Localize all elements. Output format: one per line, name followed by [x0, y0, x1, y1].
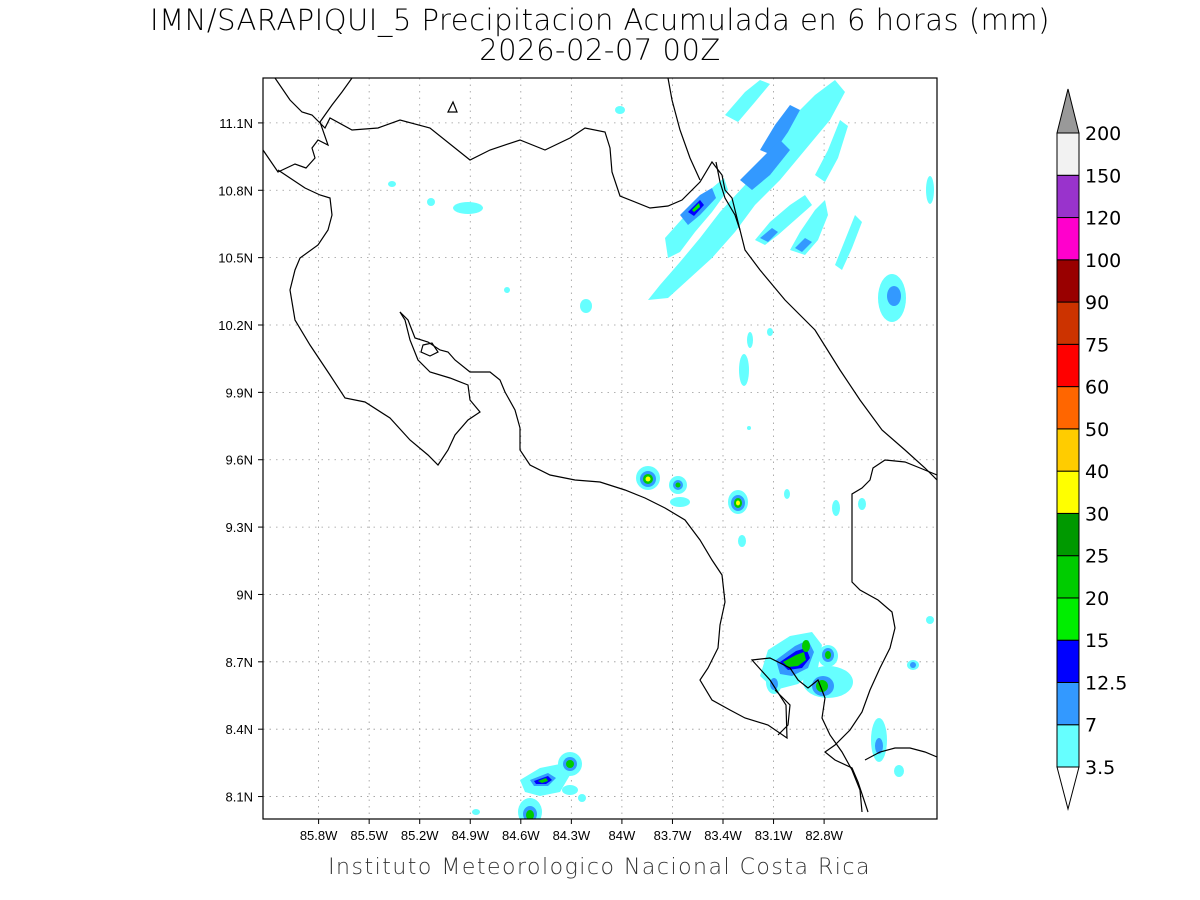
colorbar-label: 200 — [1085, 123, 1121, 145]
colorbar-swatch — [1056, 428, 1080, 472]
lat-tick-label: 10.5N — [218, 251, 253, 266]
colorbar-label: 90 — [1085, 292, 1109, 314]
lat-tick-label: 8.1N — [226, 790, 253, 805]
colorbar-label: 30 — [1085, 503, 1109, 525]
colorbar-label: 75 — [1085, 334, 1109, 356]
map-date: 2026-02-07 00Z — [479, 33, 721, 67]
lat-tick-label: 9.9N — [226, 385, 253, 400]
colorbar-swatch — [1056, 343, 1080, 388]
lon-tick-label: 85.8W — [300, 828, 338, 843]
colorbar-swatch — [1056, 386, 1080, 430]
colorbar: 3.5 7 12.5 15 20 25 30 40 50 60 75 90 100 120 150 200 — [1056, 88, 1127, 811]
colorbar-swatch — [1056, 512, 1080, 557]
colorbar-swatch — [1056, 555, 1080, 599]
panama-coast — [864, 747, 937, 761]
coastlines — [263, 78, 937, 813]
caribbean-coast-panama — [823, 459, 937, 813]
colorbar-swatch — [1056, 597, 1080, 641]
lat-tick-label: 9N — [236, 587, 253, 602]
colorbar-label: 15 — [1085, 630, 1109, 652]
lon-tick-label: 85.5W — [350, 828, 388, 843]
longitude-labels: 85.8W 85.5W 85.2W 84.9W 84.6W 84.3W 84W 83.7W 83… — [300, 819, 844, 843]
lon-tick-label: 83.4W — [704, 828, 742, 843]
nicaragua-coast-east — [667, 78, 701, 181]
colorbar-swatch — [1056, 301, 1080, 345]
colorbar-label: 40 — [1085, 461, 1109, 483]
lon-tick-label: 83.7W — [654, 828, 692, 843]
lake-island — [420, 342, 439, 357]
colorbar-label: 20 — [1085, 588, 1109, 610]
lat-tick-label: 9.3N — [226, 520, 253, 535]
lon-tick-label: 84.9W — [451, 828, 489, 843]
colorbar-label: 7 — [1085, 715, 1097, 737]
colorbar-label: 25 — [1085, 546, 1109, 568]
colorbar-swatch — [1056, 724, 1080, 768]
lon-tick-label: 82.8W — [805, 828, 843, 843]
lon-tick-label: 84.3W — [553, 828, 591, 843]
lat-tick-label: 9.6N — [226, 453, 253, 468]
colorbar-label: 12.5 — [1085, 672, 1127, 694]
colorbar-swatch — [1056, 259, 1080, 303]
colorbar-swatch — [1056, 639, 1080, 683]
lat-tick-label: 11.1N — [219, 116, 253, 131]
pacific-coast-north — [263, 78, 353, 173]
colorbar-swatch — [1056, 470, 1080, 514]
lat-tick-label: 8.7N — [226, 655, 253, 670]
map-title: IMN/SARAPIQUI_5 Precipitacion Acumulada … — [150, 3, 1050, 37]
lon-tick-label: 85.2W — [401, 828, 439, 843]
small-island-north — [447, 100, 458, 113]
lon-tick-label: 83.1W — [755, 828, 793, 843]
colorbar-swatch — [1056, 132, 1080, 176]
lake-nicaragua-coast — [274, 78, 937, 481]
colorbar-swatch — [1056, 681, 1080, 726]
lon-tick-label: 84W — [609, 828, 636, 843]
lat-tick-label: 10.2N — [218, 318, 253, 333]
precip-band-north — [648, 80, 845, 300]
colorbar-label: 3.5 — [1085, 757, 1115, 779]
colorbar-arrow-bottom — [1056, 766, 1080, 811]
lon-tick-label: 84.6W — [502, 828, 540, 843]
colorbar-label: 100 — [1085, 250, 1121, 272]
colorbar-label: 150 — [1085, 165, 1121, 187]
colorbar-label: 60 — [1085, 377, 1109, 399]
colorbar-swatch — [1056, 217, 1080, 261]
gulf-of-nicoya-coast — [399, 311, 863, 813]
nicaragua-inland — [715, 161, 741, 231]
precipitation-cells — [388, 80, 934, 819]
nicoya-coast — [277, 169, 481, 466]
latitude-labels: 11.1N 10.8N 10.5N 10.2N 9.9N 9.6N 9.3N 9N 8.7N 8.… — [218, 116, 263, 805]
colorbar-swatch — [1056, 174, 1080, 219]
colorbar-label: 120 — [1085, 208, 1121, 230]
colorbar-arrow-top — [1056, 88, 1080, 134]
lat-tick-label: 10.8N — [218, 183, 253, 198]
peninsula-osa — [774, 689, 791, 736]
lat-tick-label: 8.4N — [226, 722, 253, 737]
colorbar-label: 50 — [1085, 419, 1109, 441]
map-frame — [262, 77, 938, 820]
map-gridlines — [263, 78, 937, 819]
footer-credit: Instituto Meteorologico Nacional Costa R… — [328, 855, 871, 880]
